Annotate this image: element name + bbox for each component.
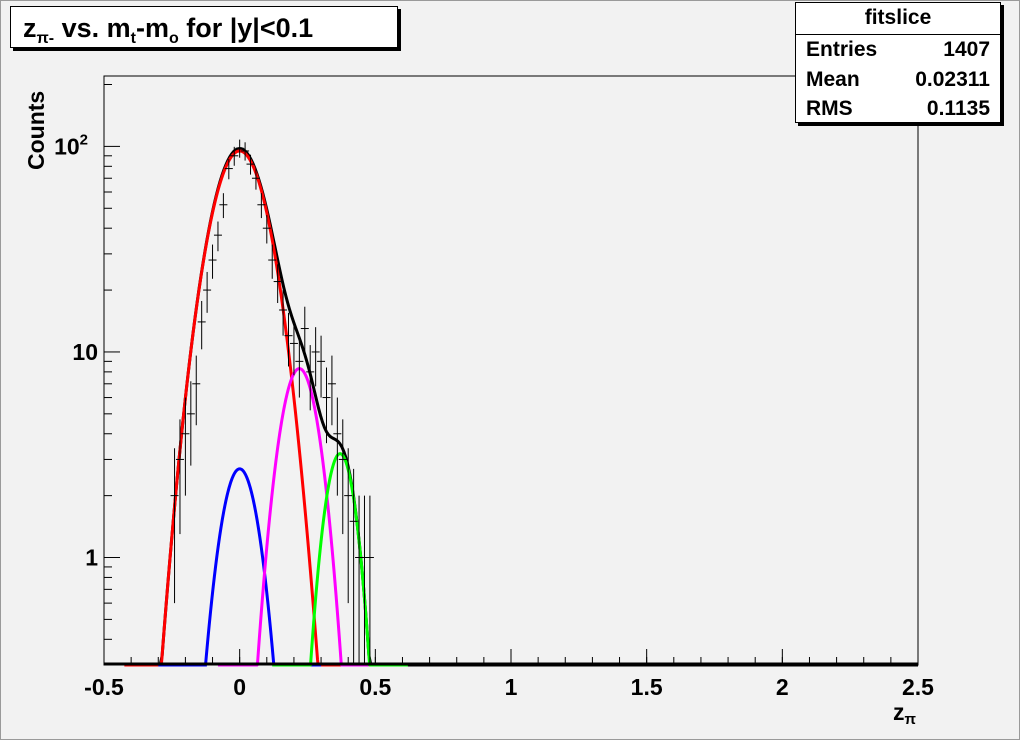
stats-label: Entries bbox=[806, 38, 878, 61]
stats-row-mean: Mean 0.02311 bbox=[796, 65, 1000, 95]
stats-row-rms: RMS 0.1135 bbox=[796, 94, 1000, 124]
axes-layer: -0.5 0 0.5 1 1.5 2 2.5 1 10 102 bbox=[54, 75, 934, 700]
stats-label: RMS bbox=[806, 97, 853, 120]
x-axis-title-sub: π bbox=[905, 711, 917, 728]
stats-label: Mean bbox=[806, 67, 860, 91]
x-tick-label: -0.5 bbox=[84, 674, 124, 700]
y-tick-label: 102 bbox=[54, 131, 88, 159]
x-tick-label: 1 bbox=[505, 674, 518, 700]
stats-row-entries: Entries 1407 bbox=[796, 35, 1000, 65]
stats-value: 0.02311 bbox=[915, 67, 990, 91]
x-tick-label: 0.5 bbox=[359, 674, 391, 700]
x-tick-label: 2 bbox=[776, 674, 789, 700]
y-tick-label: 10 bbox=[72, 339, 98, 365]
y-tick-label: 1 bbox=[85, 545, 98, 571]
stats-value: 0.1135 bbox=[926, 97, 990, 120]
x-tick-label: 2.5 bbox=[902, 674, 934, 700]
stats-title: fitslice bbox=[796, 3, 1000, 35]
y-axis-title: Counts bbox=[23, 91, 49, 170]
plot-frame bbox=[103, 75, 919, 666]
x-tick-label: 1.5 bbox=[631, 674, 663, 700]
stats-value: 1407 bbox=[943, 38, 990, 61]
y-tick-exponent: 2 bbox=[80, 131, 88, 148]
x-axis-title: zπ bbox=[893, 699, 917, 728]
stats-box: fitslice Entries 1407 Mean 0.02311 RMS 0… bbox=[795, 2, 1001, 123]
x-tick-label: 0 bbox=[233, 674, 246, 700]
data-points-layer bbox=[170, 139, 374, 665]
chart-title: zπ- vs. mt-mo for |y|<0.1 bbox=[10, 6, 398, 48]
